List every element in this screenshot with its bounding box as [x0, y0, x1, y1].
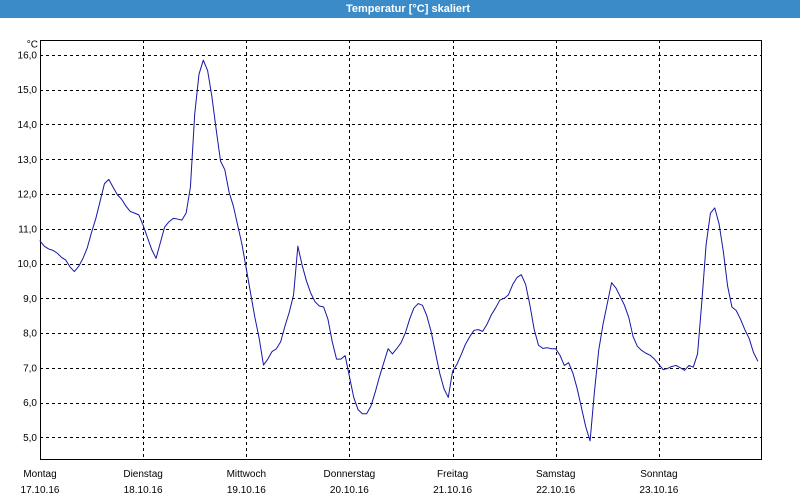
x-tick-date-label: 20.10.16: [330, 485, 369, 496]
y-tick-label: 10,0: [18, 259, 38, 270]
y-tick-label: 13,0: [18, 155, 38, 166]
y-tick-label: 16,0: [18, 51, 38, 62]
x-tick-day-label: Freitag: [437, 469, 468, 480]
series-layer: [39, 59, 759, 442]
axis-label-layer: °C 16,0 15,0 14,0 13,0 12,0 11,0 10,0 9,0 8,0 7,0…: [18, 40, 679, 497]
y-tick-label: 7,0: [23, 363, 37, 374]
y-tick-label: 6,0: [23, 398, 37, 409]
x-tick-date-label: 19.10.16: [227, 485, 266, 496]
x-tick-day-label: Samstag: [536, 469, 575, 480]
y-tick-label: 14,0: [18, 120, 38, 131]
y-tick-label: 15,0: [18, 85, 38, 96]
x-tick-day-label: Dienstag: [123, 469, 162, 480]
plot-frame: [40, 40, 762, 460]
x-tick-day-label: Donnerstag: [324, 469, 376, 480]
x-tick-date-label: 17.10.16: [21, 485, 60, 496]
x-tick-date-label: 23.10.16: [639, 485, 678, 496]
y-tick-label: 11,0: [18, 224, 37, 235]
x-tick-date-label: 18.10.16: [124, 485, 163, 496]
y-tick-label: 9,0: [23, 294, 37, 305]
x-tick-date-label: 21.10.16: [433, 485, 472, 496]
x-tick-day-label: Montag: [23, 469, 56, 480]
chart-title: Temperatur [°C] skaliert: [345, 3, 470, 15]
grid-layer: [40, 40, 762, 460]
title-bar[interactable]: Temperatur [°C] skaliert: [0, 0, 800, 18]
x-tick-day-label: Mittwoch: [227, 469, 266, 480]
x-tick-day-label: Sonntag: [640, 469, 677, 480]
y-tick-label: 12,0: [18, 190, 38, 201]
frame-layer: [40, 40, 762, 460]
y-tick-label: 8,0: [23, 329, 37, 340]
x-tick-date-label: 22.10.16: [536, 485, 575, 496]
y-tick-label: 5,0: [23, 433, 37, 444]
y-axis-unit-label: °C: [27, 40, 38, 51]
temperature-line: [39, 59, 759, 442]
